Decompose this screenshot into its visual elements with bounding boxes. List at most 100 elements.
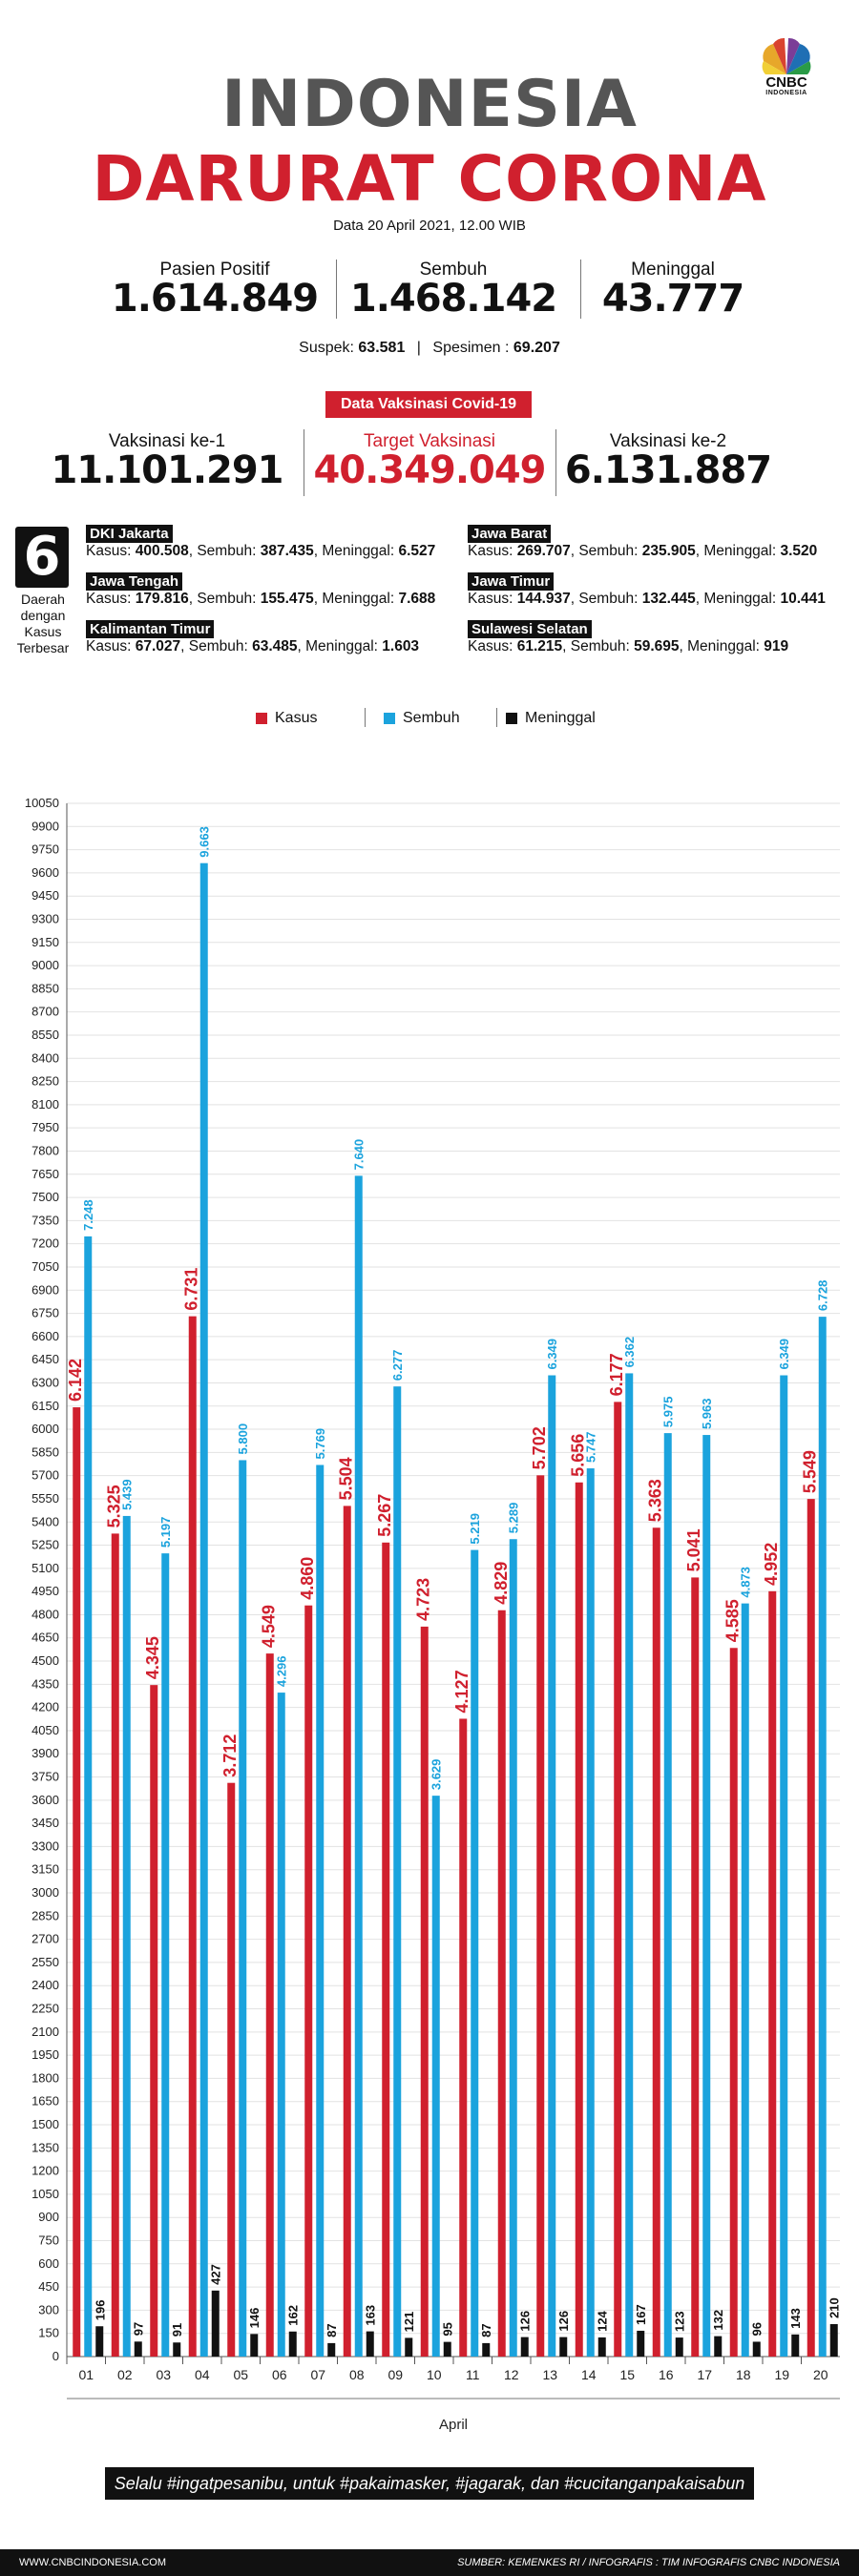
bar-kasus — [807, 1499, 815, 2357]
value-label-meninggal: 126 — [518, 2311, 533, 2332]
value-label-sembuh: 5.963 — [700, 1399, 714, 1430]
value-label-kasus: 6.177 — [607, 1353, 626, 1396]
x-tick-label: 11 — [466, 2367, 480, 2382]
y-tick-label: 8250 — [31, 1074, 59, 1089]
value-label-sembuh: 7.640 — [352, 1139, 367, 1171]
x-tick-label: 19 — [774, 2367, 789, 2382]
legend-label: Kasus — [275, 710, 318, 726]
value-label-kasus: 5.363 — [646, 1479, 665, 1522]
value-label-meninggal: 196 — [93, 2300, 107, 2321]
y-tick-label: 1050 — [31, 2187, 59, 2201]
bar-kasus — [459, 1718, 468, 2357]
region-stats: Kasus: 269.707, Sembuh: 235.905, Meningg… — [468, 543, 818, 559]
bar-sembuh — [625, 1373, 634, 2357]
y-tick-label: 9750 — [31, 842, 59, 857]
value-label-kasus: 5.267 — [375, 1494, 394, 1537]
bar-sembuh — [586, 1468, 595, 2357]
y-tick-label: 9600 — [31, 865, 59, 880]
region-name: Kalimantan Timur — [86, 620, 215, 638]
regions-count-badge: 6 — [15, 527, 69, 588]
regions-note: Daerah dengan Kasus Terbesar — [16, 592, 70, 655]
y-tick-label: 7500 — [31, 1190, 59, 1204]
stat-label-sembuh: Sembuh — [419, 260, 488, 280]
y-tick-label: 1500 — [31, 2117, 59, 2131]
value-label-sembuh: 5.800 — [236, 1423, 250, 1455]
value-label-meninggal: 163 — [364, 2305, 378, 2326]
value-label-meninggal: 95 — [441, 2322, 455, 2336]
y-tick-label: 1950 — [31, 2047, 59, 2062]
y-tick-label: 2250 — [31, 2002, 59, 2016]
value-label-meninggal: 97 — [132, 2322, 146, 2336]
bar-meninggal — [752, 2341, 761, 2357]
y-tick-label: 1650 — [31, 2094, 59, 2109]
bar-sembuh — [354, 1175, 363, 2357]
bar-meninggal — [482, 2342, 491, 2357]
logo-text: CNBC — [765, 74, 807, 91]
bar-meninggal — [405, 2337, 413, 2357]
bar-kasus — [614, 1402, 622, 2357]
stat-value-sembuh: 1.468.142 — [349, 277, 557, 321]
value-label-kasus: 4.829 — [492, 1562, 511, 1605]
value-label-kasus: 5.325 — [105, 1485, 124, 1527]
bar-meninggal — [714, 2336, 723, 2357]
region-stats: Kasus: 61.215, Sembuh: 59.695, Meninggal… — [468, 638, 789, 654]
footer-source: SUMBER: KEMENKES RI / INFOGRAFIS : TIM I… — [457, 2557, 840, 2568]
bar-meninggal — [675, 2337, 683, 2357]
x-tick-label: 15 — [619, 2367, 635, 2382]
value-label-kasus: 4.723 — [414, 1578, 433, 1621]
bar-sembuh — [316, 1465, 325, 2357]
region-item: Sulawesi Selatan Kasus: 61.215, Sembuh: 5… — [468, 620, 788, 655]
region-name: DKI Jakarta — [86, 525, 173, 543]
y-tick-label: 2400 — [31, 1978, 59, 1992]
x-tick-label: 08 — [349, 2367, 365, 2382]
value-label-kasus: 4.952 — [762, 1543, 781, 1586]
y-tick-label: 3150 — [31, 1862, 59, 1877]
value-label-kasus: 5.702 — [530, 1426, 549, 1469]
y-tick-label: 1800 — [31, 2070, 59, 2085]
y-tick-label: 900 — [38, 2210, 59, 2224]
y-tick-label: 9300 — [31, 911, 59, 925]
region-name: Jawa Tengah — [86, 572, 183, 591]
bar-kasus — [382, 1542, 390, 2357]
y-tick-label: 6750 — [31, 1306, 59, 1320]
value-label-sembuh: 6.362 — [622, 1337, 637, 1368]
data-date: Data 20 April 2021, 12.00 WIB — [333, 218, 526, 234]
bar-sembuh — [702, 1435, 711, 2357]
bar-meninggal — [288, 2331, 297, 2357]
value-label-meninggal: 167 — [634, 2304, 648, 2325]
x-tick-label: 14 — [581, 2367, 597, 2382]
y-tick-label: 2700 — [31, 1932, 59, 1946]
bar-kasus — [575, 1482, 583, 2357]
value-label-sembuh: 3.629 — [430, 1759, 444, 1791]
y-tick-label: 7350 — [31, 1213, 59, 1227]
y-tick-label: 5850 — [31, 1444, 59, 1459]
x-tick-label: 12 — [504, 2367, 519, 2382]
value-label-meninggal: 124 — [596, 2310, 610, 2331]
y-tick-label: 3900 — [31, 1746, 59, 1760]
x-tick-label: 16 — [659, 2367, 674, 2382]
footer-message: Selalu #ingatpesanibu, untuk #pakaimaske… — [105, 2467, 754, 2500]
y-tick-label: 2850 — [31, 1908, 59, 1922]
bar-meninggal — [134, 2341, 142, 2357]
y-tick-label: 600 — [38, 2256, 59, 2271]
spesimen-value: 69.207 — [513, 340, 560, 356]
bar-sembuh — [239, 1460, 247, 2357]
value-label-sembuh: 5.197 — [158, 1517, 173, 1548]
value-label-sembuh: 4.873 — [739, 1567, 753, 1598]
y-tick-label: 8550 — [31, 1028, 59, 1042]
bar-meninggal — [95, 2326, 104, 2357]
stat-value-positif: 1.614.849 — [111, 277, 319, 321]
x-tick-label: 06 — [272, 2367, 287, 2382]
value-label-sembuh: 6.349 — [545, 1339, 559, 1370]
x-tick-label: 10 — [427, 2367, 442, 2382]
divider — [555, 429, 556, 496]
value-label-kasus: 6.731 — [182, 1268, 201, 1311]
bar-meninggal — [829, 2323, 838, 2357]
suspek-value: 63.581 — [358, 340, 406, 356]
y-tick-label: 7800 — [31, 1143, 59, 1157]
y-tick-label: 750 — [38, 2233, 59, 2248]
y-tick-label: 3000 — [31, 1885, 59, 1900]
y-tick-label: 1200 — [31, 2164, 59, 2178]
y-tick-label: 4050 — [31, 1723, 59, 1737]
y-tick-label: 6600 — [31, 1329, 59, 1343]
